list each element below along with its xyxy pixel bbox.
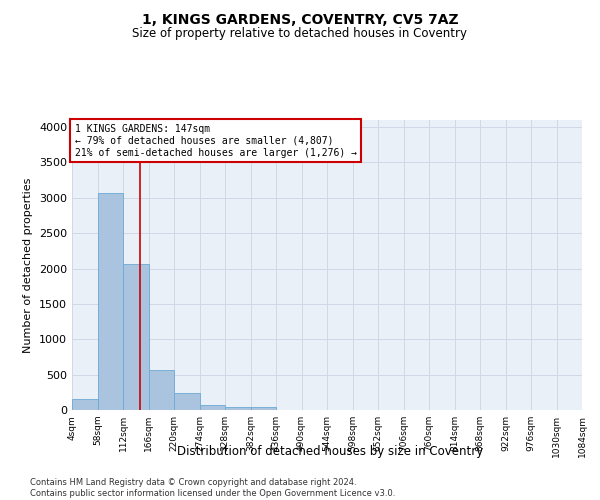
Text: Size of property relative to detached houses in Coventry: Size of property relative to detached ho… xyxy=(133,28,467,40)
Text: Contains HM Land Registry data © Crown copyright and database right 2024.
Contai: Contains HM Land Registry data © Crown c… xyxy=(30,478,395,498)
Text: Distribution of detached houses by size in Coventry: Distribution of detached houses by size … xyxy=(177,444,483,458)
Bar xyxy=(149,370,174,410)
Bar xyxy=(123,264,149,410)
Bar xyxy=(225,407,251,410)
Bar xyxy=(200,405,225,410)
Bar xyxy=(72,400,97,410)
Text: 1 KINGS GARDENS: 147sqm
← 79% of detached houses are smaller (4,807)
21% of semi: 1 KINGS GARDENS: 147sqm ← 79% of detache… xyxy=(74,124,356,158)
Bar xyxy=(97,193,123,410)
Text: 1, KINGS GARDENS, COVENTRY, CV5 7AZ: 1, KINGS GARDENS, COVENTRY, CV5 7AZ xyxy=(142,12,458,26)
Bar xyxy=(251,407,276,410)
Y-axis label: Number of detached properties: Number of detached properties xyxy=(23,178,34,352)
Bar xyxy=(174,393,199,410)
